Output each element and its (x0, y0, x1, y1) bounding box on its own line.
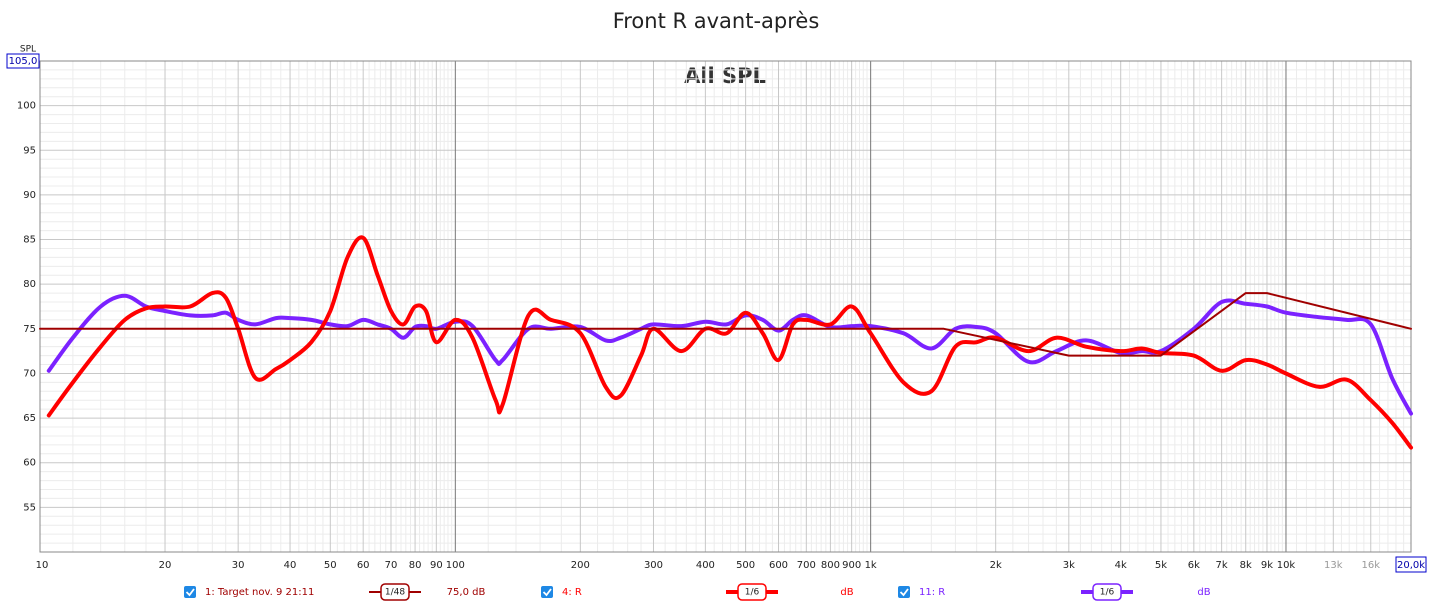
checkbox-tick (899, 588, 909, 597)
y-tick-label: 105,0 (9, 56, 38, 67)
checkbox-tick (542, 588, 552, 597)
legend-checkbox[interactable] (898, 586, 910, 598)
x-tick-label: 300 (644, 560, 663, 571)
series-line (46, 293, 1413, 416)
grid (39, 60, 1412, 552)
legend-label: 4: R (562, 587, 582, 598)
legend-label: 11: R (919, 587, 945, 598)
x-tick-label: 6k (1188, 560, 1200, 571)
x-tick-label: 4k (1115, 560, 1127, 571)
x-tick-label: 13k (1324, 560, 1343, 571)
legend-offset: dB (840, 587, 853, 598)
chart-title: Front R avant-après (613, 9, 820, 33)
x-tick-label: 200 (571, 560, 590, 571)
smoothing-box[interactable] (737, 583, 767, 601)
x-tick-label: 20 (159, 560, 172, 571)
x-tick-label: 400 (696, 560, 715, 571)
smoothing-box[interactable] (380, 583, 410, 601)
x-tick-label: 5k (1155, 560, 1167, 571)
y-tick-label: 85 (23, 235, 36, 246)
x-tick-label: 16k (1361, 560, 1380, 571)
x-tick-label: 20,0k (1397, 560, 1425, 571)
series-line (39, 292, 1412, 357)
x-tick-label: 40 (284, 560, 297, 571)
x-tick-label: 80 (409, 560, 422, 571)
legend-checkbox[interactable] (541, 586, 553, 598)
y-tick-label: 55 (23, 502, 36, 513)
y-tick-label: 90 (23, 190, 36, 201)
checkbox-tick (185, 588, 195, 597)
x-limit-box (1395, 556, 1427, 573)
x-tick-label: 100 (446, 560, 465, 571)
x-tick-label: 50 (324, 560, 337, 571)
x-tick-label: 8k (1240, 560, 1252, 571)
smoothing-box[interactable] (1092, 583, 1122, 601)
x-tick-label: 800 (821, 560, 840, 571)
x-tick-label: 2k (990, 560, 1002, 571)
x-tick-label: 90 (430, 560, 443, 571)
y-tick-label: 100 (17, 101, 36, 112)
x-tick-label: 7k (1216, 560, 1228, 571)
y-tick-label: 60 (23, 458, 36, 469)
x-tick-label: 700 (797, 560, 816, 571)
y-tick-label: 70 (23, 368, 36, 379)
legend-checkbox[interactable] (184, 586, 196, 598)
smoothing-label: 1/6 (1100, 588, 1115, 598)
x-tick-label: 3k (1063, 560, 1075, 571)
smoothing-label: 1/6 (745, 588, 760, 598)
x-tick-label: 10k (1277, 560, 1296, 571)
y-tick-label: 95 (23, 145, 36, 156)
x-tick-label: 500 (736, 560, 755, 571)
x-tick-label: 10 (36, 560, 49, 571)
x-tick-label: 1k (865, 560, 877, 571)
y-tick-label: 75 (23, 324, 36, 335)
y-tick-label: 80 (23, 279, 36, 290)
legend-offset: dB (1197, 587, 1210, 598)
legend-offset: 75,0 dB (447, 587, 486, 598)
x-tick-label: 30 (232, 560, 245, 571)
plot-frame (39, 60, 1412, 553)
legend-label: 1: Target nov. 9 21:11 (205, 587, 314, 598)
x-tick-label: 9k (1261, 560, 1273, 571)
x-tick-label: 60 (357, 560, 370, 571)
x-tick-label: 600 (769, 560, 788, 571)
x-tick-label: 70 (385, 560, 398, 571)
smoothing-label: 1/48 (385, 588, 405, 598)
y-axis-label: SPL (20, 45, 36, 55)
series-line (46, 235, 1413, 450)
x-tick-label: 900 (842, 560, 861, 571)
y-tick-label: 65 (23, 413, 36, 424)
y-limit-box (6, 53, 40, 69)
